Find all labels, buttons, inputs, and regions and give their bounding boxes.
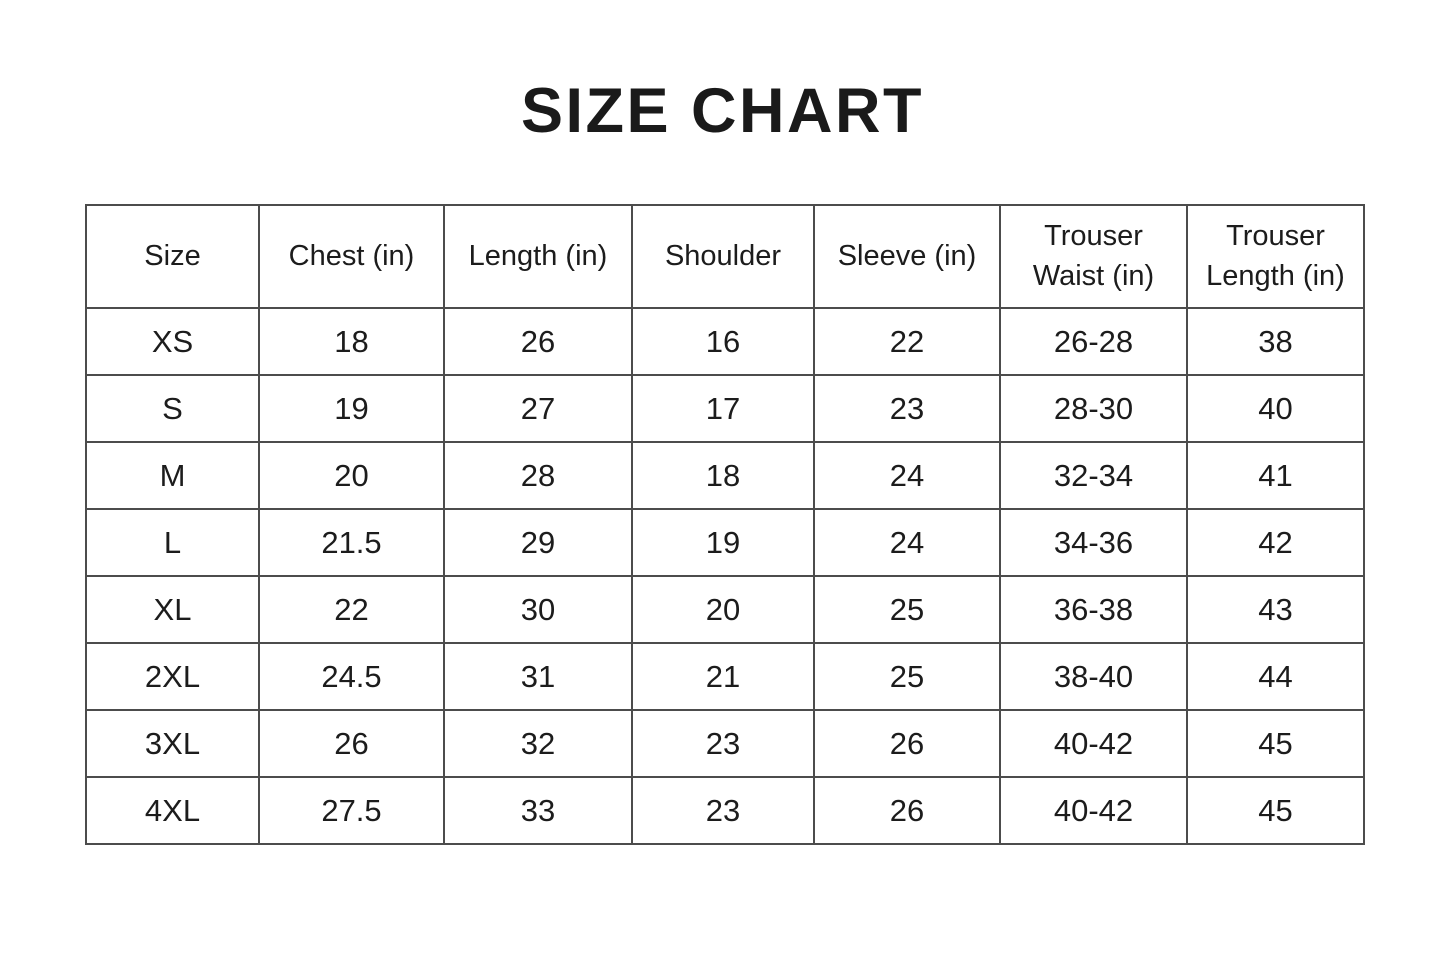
cell-chest: 27.5 — [258, 776, 445, 845]
cell-sleeve: 25 — [813, 642, 1001, 711]
table-row-m: M 20 28 18 24 32-34 41 — [85, 441, 1365, 510]
table-row-s: S 19 27 17 23 28-30 40 — [85, 374, 1365, 443]
cell-shoulder: 17 — [631, 374, 815, 443]
cell-chest: 20 — [258, 441, 445, 510]
cell-size: 2XL — [85, 642, 260, 711]
cell-trouser-waist: 26-28 — [999, 307, 1188, 376]
cell-length: 26 — [443, 307, 633, 376]
cell-shoulder: 18 — [631, 441, 815, 510]
cell-trouser-waist: 40-42 — [999, 709, 1188, 778]
cell-shoulder: 20 — [631, 575, 815, 644]
cell-trouser-length: 38 — [1186, 307, 1365, 376]
cell-trouser-waist: 28-30 — [999, 374, 1188, 443]
cell-trouser-waist: 32-34 — [999, 441, 1188, 510]
table-row-2xl: 2XL 24.5 31 21 25 38-40 44 — [85, 642, 1365, 711]
cell-chest: 24.5 — [258, 642, 445, 711]
cell-length: 33 — [443, 776, 633, 845]
table-row-l: L 21.5 29 19 24 34-36 42 — [85, 508, 1365, 577]
column-header-trouser-waist: Trouser Waist (in) — [999, 204, 1188, 309]
table-row-3xl: 3XL 26 32 23 26 40-42 45 — [85, 709, 1365, 778]
cell-shoulder: 19 — [631, 508, 815, 577]
cell-trouser-length: 43 — [1186, 575, 1365, 644]
cell-chest: 18 — [258, 307, 445, 376]
cell-trouser-waist: 36-38 — [999, 575, 1188, 644]
table-row-xs: XS 18 26 16 22 26-28 38 — [85, 307, 1365, 376]
cell-length: 30 — [443, 575, 633, 644]
column-header-sleeve: Sleeve (in) — [813, 204, 1001, 309]
cell-trouser-waist: 40-42 — [999, 776, 1188, 845]
cell-sleeve: 24 — [813, 441, 1001, 510]
cell-trouser-length: 42 — [1186, 508, 1365, 577]
cell-length: 28 — [443, 441, 633, 510]
cell-length: 31 — [443, 642, 633, 711]
cell-chest: 21.5 — [258, 508, 445, 577]
cell-size: 4XL — [85, 776, 260, 845]
cell-size: XL — [85, 575, 260, 644]
cell-sleeve: 22 — [813, 307, 1001, 376]
cell-size: XS — [85, 307, 260, 376]
cell-trouser-length: 45 — [1186, 776, 1365, 845]
cell-size: M — [85, 441, 260, 510]
cell-shoulder: 21 — [631, 642, 815, 711]
table-header-row: Size Chest (in) Length (in) Shoulder Sle… — [85, 204, 1365, 309]
table-row-xl: XL 22 30 20 25 36-38 43 — [85, 575, 1365, 644]
cell-size: 3XL — [85, 709, 260, 778]
column-header-trouser-length: Trouser Length (in) — [1186, 204, 1365, 309]
cell-size: L — [85, 508, 260, 577]
size-chart-table: Size Chest (in) Length (in) Shoulder Sle… — [85, 204, 1365, 845]
column-header-size: Size — [85, 204, 260, 309]
cell-trouser-length: 41 — [1186, 441, 1365, 510]
column-header-shoulder: Shoulder — [631, 204, 815, 309]
column-header-chest: Chest (in) — [258, 204, 445, 309]
cell-sleeve: 26 — [813, 709, 1001, 778]
cell-trouser-length: 44 — [1186, 642, 1365, 711]
page-title: SIZE CHART — [521, 76, 924, 146]
cell-sleeve: 24 — [813, 508, 1001, 577]
cell-chest: 26 — [258, 709, 445, 778]
cell-chest: 19 — [258, 374, 445, 443]
cell-sleeve: 25 — [813, 575, 1001, 644]
cell-trouser-waist: 34-36 — [999, 508, 1188, 577]
cell-chest: 22 — [258, 575, 445, 644]
cell-trouser-waist: 38-40 — [999, 642, 1188, 711]
cell-trouser-length: 45 — [1186, 709, 1365, 778]
column-header-length: Length (in) — [443, 204, 633, 309]
cell-length: 27 — [443, 374, 633, 443]
cell-sleeve: 23 — [813, 374, 1001, 443]
cell-trouser-length: 40 — [1186, 374, 1365, 443]
cell-length: 29 — [443, 508, 633, 577]
cell-size: S — [85, 374, 260, 443]
cell-shoulder: 23 — [631, 709, 815, 778]
cell-shoulder: 16 — [631, 307, 815, 376]
cell-sleeve: 26 — [813, 776, 1001, 845]
cell-shoulder: 23 — [631, 776, 815, 845]
table-row-4xl: 4XL 27.5 33 23 26 40-42 45 — [85, 776, 1365, 845]
cell-length: 32 — [443, 709, 633, 778]
